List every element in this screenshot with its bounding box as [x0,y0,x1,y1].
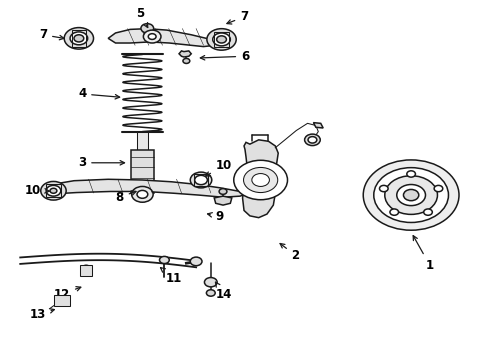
Circle shape [70,32,88,45]
Text: 14: 14 [216,282,232,301]
Bar [214,32,229,47]
Circle shape [137,190,148,198]
Circle shape [190,172,212,188]
Text: 7: 7 [39,28,64,41]
Text: 5: 5 [136,7,147,27]
Circle shape [144,30,161,43]
Text: 10: 10 [206,159,232,176]
Circle shape [46,185,61,196]
Circle shape [397,185,425,206]
Circle shape [217,36,226,43]
Circle shape [219,189,227,194]
Polygon shape [47,179,247,197]
Polygon shape [179,51,191,57]
Polygon shape [314,123,323,128]
Polygon shape [108,29,218,46]
Bar [80,265,92,276]
Circle shape [308,136,317,143]
Bar [137,132,148,157]
Text: 2: 2 [280,243,299,262]
Circle shape [141,24,154,33]
Circle shape [57,296,67,303]
Text: 3: 3 [78,156,124,169]
Circle shape [207,29,236,50]
Bar [72,30,86,46]
Circle shape [385,176,438,215]
Circle shape [206,290,215,296]
Circle shape [132,186,153,202]
Circle shape [159,256,169,264]
Circle shape [82,265,91,271]
Circle shape [41,181,66,200]
Circle shape [305,134,320,145]
Circle shape [403,189,419,201]
Circle shape [244,167,278,193]
Text: 12: 12 [54,287,81,301]
Circle shape [407,171,416,177]
Bar [194,174,208,186]
Circle shape [64,28,94,49]
Circle shape [190,257,202,266]
Circle shape [434,185,443,192]
Polygon shape [243,140,278,218]
Circle shape [424,209,432,215]
Text: 6: 6 [200,50,249,63]
Text: 13: 13 [29,308,54,321]
Text: 11: 11 [160,267,182,285]
Circle shape [204,278,217,287]
Bar [131,149,154,193]
Text: 1: 1 [413,236,434,272]
Circle shape [50,188,57,193]
Bar [46,184,61,197]
Bar [54,296,70,306]
Circle shape [379,185,388,192]
Text: 9: 9 [208,210,224,223]
Circle shape [195,175,207,185]
Circle shape [74,35,84,42]
Circle shape [213,33,230,46]
Text: 10: 10 [25,184,49,197]
Circle shape [252,174,270,186]
Circle shape [234,160,288,200]
Text: 4: 4 [78,87,120,100]
Circle shape [148,34,156,40]
Text: 7: 7 [227,10,248,24]
Circle shape [363,160,459,230]
Circle shape [374,168,448,222]
Circle shape [390,209,398,215]
Text: 8: 8 [116,191,136,204]
Circle shape [183,58,190,63]
Polygon shape [214,196,232,205]
